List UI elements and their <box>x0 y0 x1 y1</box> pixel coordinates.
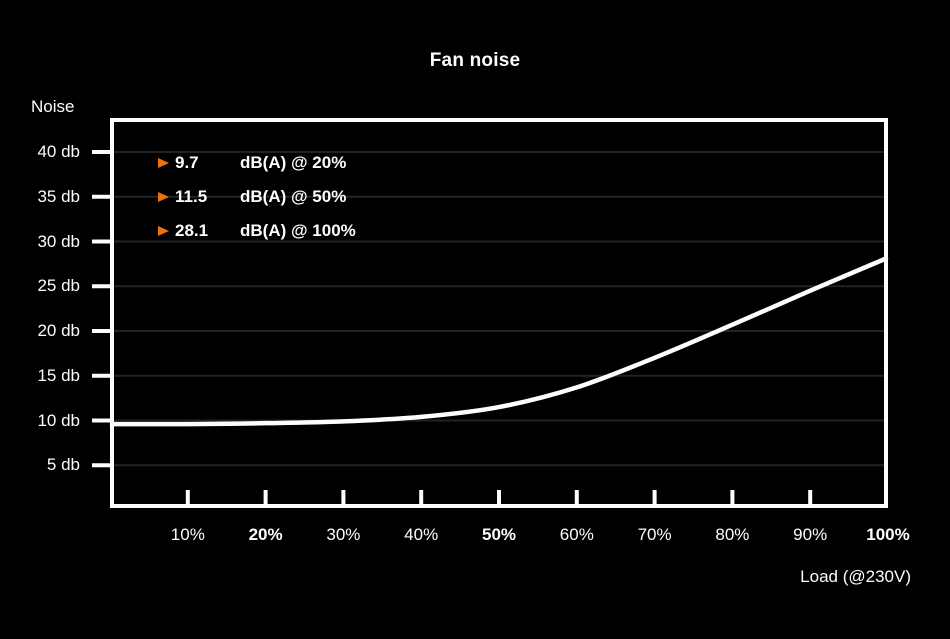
legend-value: 11.5 <box>175 187 208 206</box>
plot-border <box>110 118 888 508</box>
y-tick-label: 25 db <box>37 276 80 296</box>
x-tick-label: 10% <box>170 525 205 544</box>
legend-row: 28.1 dB(A) @ 100% <box>158 219 356 243</box>
x-tick-label: 100% <box>866 525 910 544</box>
y-axis-title: Noise <box>31 97 75 116</box>
right-triangle-icon <box>158 158 169 168</box>
right-triangle-icon <box>158 226 169 236</box>
y-tick-label: 20 db <box>37 321 80 340</box>
x-tick-label: 50% <box>481 525 517 544</box>
x-tick-label: 90% <box>793 525 828 544</box>
x-tick-label: 30% <box>326 525 361 544</box>
y-tick-label: 40 db <box>37 142 80 161</box>
noise-curve <box>109 256 889 427</box>
y-tick-label: 15 db <box>37 365 80 385</box>
legend-label: dB(A) @ 50% <box>240 187 347 206</box>
legend-row: 11.5 dB(A) @ 50% <box>158 185 356 209</box>
y-tick-label: 10 db <box>37 410 80 430</box>
x-tick-label: 20% <box>248 525 283 544</box>
right-triangle-icon <box>158 192 169 202</box>
x-axis-title: Load (@230V) <box>800 567 911 586</box>
y-tick-label: 35 db <box>37 186 80 206</box>
x-tick-label: 70% <box>637 525 672 544</box>
x-tick-label: 80% <box>715 525 750 544</box>
legend-label: dB(A) @ 100% <box>240 221 356 240</box>
x-tick-label: 40% <box>404 525 439 544</box>
y-tick-label: 5 db <box>46 455 80 475</box>
x-tick-label: 60% <box>559 525 594 544</box>
legend: 9.7 dB(A) @ 20% 11.5 dB(A) @ 50% 28.1 dB(A) @… <box>158 151 356 253</box>
legend-label: dB(A) @ 20% <box>240 153 347 172</box>
legend-value: 9.7 <box>175 153 199 172</box>
legend-row: 9.7 dB(A) @ 20% <box>158 151 356 175</box>
y-tick-label: 30 db <box>37 231 80 251</box>
chart-title: Fan noise <box>429 50 521 71</box>
legend-value: 28.1 <box>175 221 209 240</box>
